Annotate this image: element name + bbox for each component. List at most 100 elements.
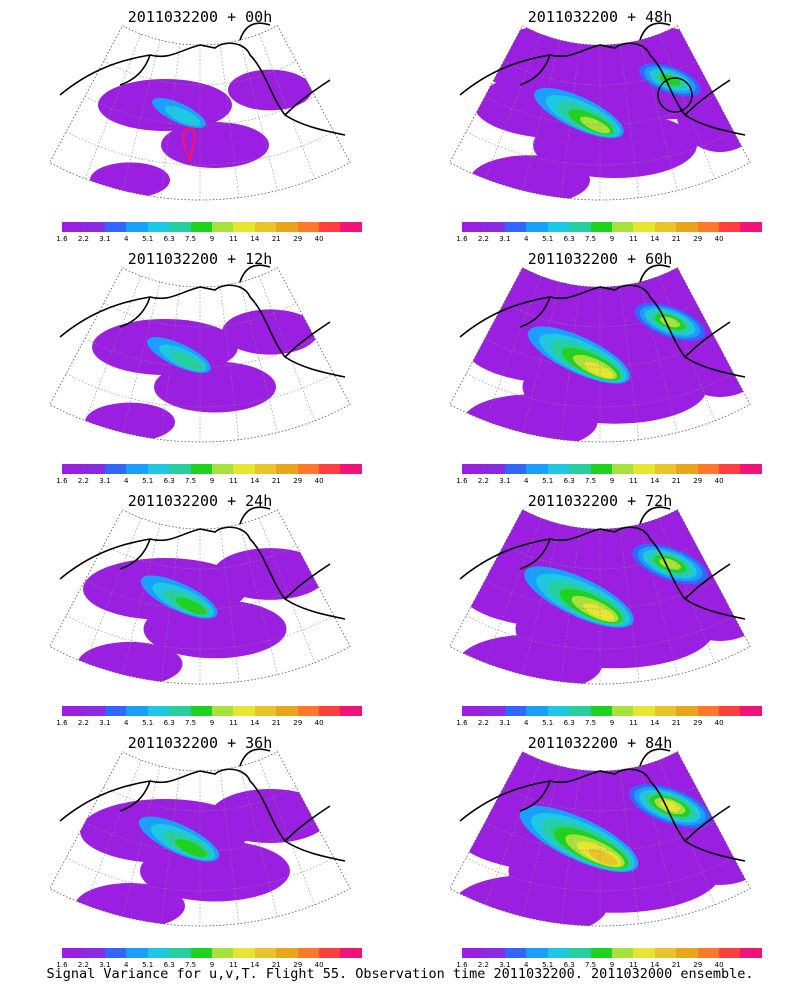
- colorbar-tick-label: 11: [628, 961, 638, 969]
- colorbar-labels: 1.6 2.2 3.1 4 5.1 6.3 7.5 9 11 14 21 29 40: [456, 961, 762, 971]
- colorbar-swatch: [276, 222, 298, 232]
- colorbar-swatch: [590, 706, 612, 716]
- colorbar-tick-label: 40: [314, 961, 324, 969]
- colorbar-tick-label: 4: [124, 719, 129, 727]
- colorbar-tick-label: 14: [250, 477, 260, 485]
- panel-title: 2011032200 + 60h: [527, 250, 673, 268]
- colorbar-swatch: [483, 464, 505, 474]
- map-panel: 2011032200 + 00h 1.6 2.2 3.1 4 5.1 6.3 7.5 9 11 14…: [0, 0, 400, 243]
- colorbar-tick-label: 5.1: [142, 961, 154, 969]
- colorbar-tick-label: 4: [524, 961, 529, 969]
- highlight-circle: [657, 77, 693, 113]
- lat-lon-grid: [466, 275, 734, 442]
- colorbar-tick-label: 21: [271, 719, 281, 727]
- colorbar-swatch: [676, 706, 698, 716]
- colorbar-swatch: [169, 948, 191, 958]
- map-panel: 2011032200 + 60h 1.6 2.2 3.1 4 5.1 6.3 7.5 9 11 14…: [400, 242, 800, 485]
- colorbar-tick-label: 11: [628, 235, 638, 243]
- colorbar-swatch: [504, 706, 527, 716]
- colorbar-tick-label: 6.3: [163, 961, 175, 969]
- lat-lon-grid: [466, 759, 734, 926]
- colorbar-swatch: [740, 948, 762, 958]
- colorbar-swatch: [633, 222, 655, 232]
- colorbar-swatch: [547, 222, 570, 232]
- colorbar-tick-label: 3.1: [499, 235, 511, 243]
- colorbar-swatch: [211, 948, 234, 958]
- colorbar-tick-label: 21: [671, 719, 681, 727]
- colorbar-tick-label: 14: [250, 235, 260, 243]
- colorbar-swatch: [547, 948, 570, 958]
- colorbar-swatch: [147, 706, 170, 716]
- figure-caption: Signal Variance for u,v,T. Flight 55. Ob…: [46, 966, 754, 982]
- colorbar-swatch: [233, 706, 255, 716]
- colorbar-tick-label: 29: [293, 235, 303, 243]
- colorbar-labels: 1.6 2.2 3.1 4 5.1 6.3 7.5 9 11 14 21 29 40: [56, 477, 362, 487]
- colorbar-swatch: [126, 464, 148, 474]
- colorbar-swatch: [211, 706, 234, 716]
- colorbar-swatch: [697, 706, 720, 716]
- colorbar-tick-label: 5.1: [142, 235, 154, 243]
- colorbar-swatch: [590, 222, 612, 232]
- colorbar-tick-label: 6.3: [563, 719, 575, 727]
- colorbar-tick-label: 29: [693, 719, 703, 727]
- colorbar-swatch: [62, 222, 84, 232]
- colorbar-tick-label: 5.1: [542, 235, 554, 243]
- colorbar-swatch: [611, 948, 634, 958]
- colorbar-swatch: [611, 464, 634, 474]
- colorbar-tick-label: 14: [650, 235, 660, 243]
- colorbar-tick-label: 5.1: [142, 719, 154, 727]
- colorbar-swatch: [190, 222, 212, 232]
- colorbar-swatch: [340, 464, 362, 474]
- colorbar-tick-label: 5.1: [542, 477, 554, 485]
- colorbar-labels: 1.6 2.2 3.1 4 5.1 6.3 7.5 9 11 14 21 29 40: [456, 477, 762, 487]
- colorbar: [462, 222, 762, 232]
- colorbar-swatch: [654, 222, 677, 232]
- colorbar-swatch: [483, 222, 505, 232]
- colorbar-swatch: [83, 706, 105, 716]
- colorbar-tick-label: 9: [609, 235, 615, 243]
- colorbar-swatch: [697, 948, 720, 958]
- panel-title: 2011032200 + 24h: [127, 492, 273, 510]
- colorbar-swatch: [676, 948, 698, 958]
- coastline: [459, 506, 746, 620]
- colorbar-swatch: [190, 948, 212, 958]
- colorbar-tick-label: 1.6: [56, 719, 68, 727]
- colorbar-swatch: [697, 464, 720, 474]
- coastline: [459, 22, 746, 136]
- colorbar-tick-label: 1.6: [56, 477, 68, 485]
- colorbar-tick-label: 7.5: [184, 719, 197, 727]
- colorbar-tick-label: 7.5: [584, 477, 597, 485]
- colorbar-swatch: [147, 222, 170, 232]
- colorbar-tick-label: 3.1: [99, 719, 111, 727]
- colorbar-tick-label: 4: [124, 961, 129, 969]
- colorbar-tick-label: 40: [714, 235, 724, 243]
- panel-title: 2011032200 + 36h: [127, 734, 273, 752]
- colorbar-swatch: [126, 706, 148, 716]
- panel-title: 2011032200 + 48h: [527, 8, 673, 26]
- colorbar-swatch: [611, 706, 634, 716]
- colorbar-swatch: [126, 222, 148, 232]
- variance-field: [470, 25, 751, 200]
- variance-field: [90, 69, 312, 198]
- colorbar-tick-label: 5.1: [142, 477, 154, 485]
- colorbar-swatch: [569, 706, 591, 716]
- colorbar-swatch: [340, 222, 362, 232]
- colorbar-tick-label: 3.1: [499, 961, 511, 969]
- colorbar-swatch: [569, 222, 591, 232]
- map-panel: 2011032200 + 72h 1.6 2.2 3.1 4 5.1 6.3 7.5 9 11 14…: [400, 484, 800, 727]
- colorbar-swatch: [62, 706, 84, 716]
- panel-title: 2011032200 + 12h: [127, 250, 273, 268]
- colorbar-swatch: [719, 464, 741, 474]
- coastline: [59, 264, 346, 378]
- colorbar-tick-label: 1.6: [456, 235, 468, 243]
- colorbar-swatch: [633, 948, 655, 958]
- colorbar-tick-label: 9: [209, 961, 215, 969]
- colorbar: [462, 706, 762, 716]
- colorbar-tick-label: 2.2: [477, 719, 489, 727]
- colorbar-swatch: [504, 948, 527, 958]
- colorbar-swatch: [740, 464, 762, 474]
- colorbar-swatch: [233, 222, 255, 232]
- colorbar-tick-label: 3.1: [99, 961, 111, 969]
- colorbar-swatch: [504, 464, 527, 474]
- colorbar-swatch: [483, 706, 505, 716]
